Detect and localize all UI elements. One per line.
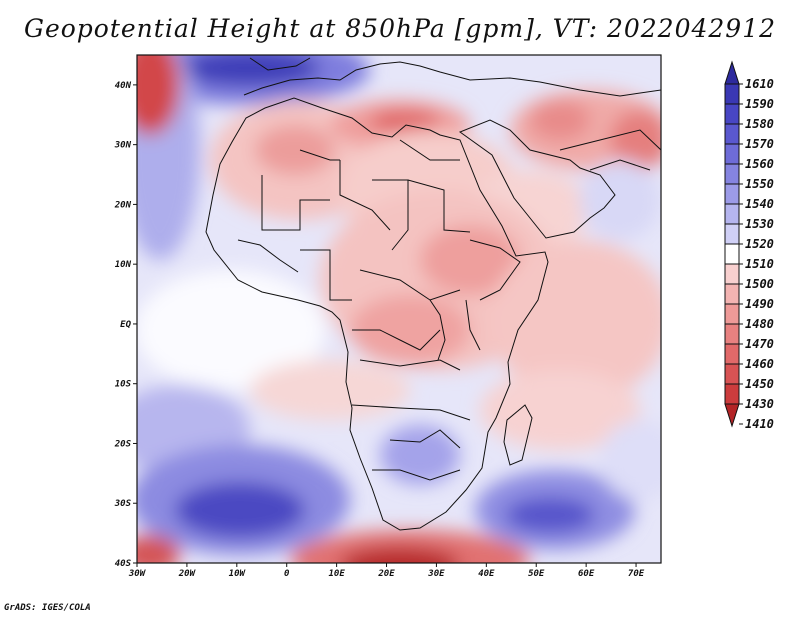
colorbar-swatch <box>724 123 740 145</box>
lon-tick-label: 50E <box>528 569 545 579</box>
lon-tick-label: 0 <box>284 569 290 579</box>
colorbar-label: 1560 <box>745 157 774 171</box>
colorbar-label: 1590 <box>745 97 774 111</box>
colorbar-bottom-arrow <box>724 403 740 428</box>
lon-axis: 30W 20W 10W 0 10E 20E 30E 40E 50E 60E 70E <box>128 563 645 579</box>
lon-tick-label: 20E <box>377 569 395 579</box>
lon-tick-label: 30E <box>427 569 445 579</box>
plot-frame <box>136 54 662 564</box>
colorbar-swatch <box>724 343 740 365</box>
lat-tick-label: 10S <box>115 380 132 390</box>
colorbar-label: 1520 <box>745 237 774 251</box>
colorbar-swatch <box>724 243 740 265</box>
lon-tick-label: 10E <box>328 569 345 579</box>
chart-title: Geopotential Height at 850hPa [gpm], VT:… <box>23 14 777 43</box>
coastlines <box>205 57 661 531</box>
lat-tick-label: 20S <box>114 439 132 449</box>
colorbar-label: 1430 <box>745 397 774 411</box>
lat-tick-label: EQ <box>120 320 131 330</box>
height-field <box>137 55 661 563</box>
colorbar-top-arrow <box>724 60 740 85</box>
colorbar-label: 1550 <box>745 177 774 191</box>
colorbar-swatch <box>724 103 740 125</box>
grads-credit: GrADS: IGES/COLA <box>4 603 91 613</box>
lat-axis: 40N 30N 20N 10N EQ 10S 20S 30S 40S <box>114 81 137 569</box>
lon-tick-label: 10W <box>229 569 247 579</box>
colorbar-swatch <box>724 283 740 305</box>
lat-tick-label: 30S <box>114 499 132 509</box>
colorbar-label: 1410 <box>745 417 774 431</box>
lat-tick-label: 30N <box>114 141 132 151</box>
lon-tick-label: 60E <box>578 569 595 579</box>
colorbar-label: 1500 <box>745 277 774 291</box>
colorbar-swatch <box>724 183 740 205</box>
colorbar-swatch <box>724 323 740 345</box>
lat-tick-label: 10N <box>115 260 132 270</box>
colorbar-label: 1540 <box>745 197 774 211</box>
colorbar-swatch <box>724 363 740 385</box>
colorbar-label: 1460 <box>745 357 774 371</box>
colorbar-swatch <box>724 83 740 105</box>
colorbar-swatch <box>724 203 740 225</box>
colorbar-label: 1470 <box>745 337 774 351</box>
colorbar-label: 1450 <box>745 377 774 391</box>
lat-tick-label: 40N <box>115 81 132 91</box>
colorbar-label: 1570 <box>745 137 774 151</box>
colorbar-swatch <box>724 163 740 185</box>
lon-tick-label: 70E <box>628 569 645 579</box>
lat-tick-label: 40S <box>115 559 132 569</box>
colorbar: 1610 1590 1580 1570 1560 1550 1540 1530 1520 1510… <box>724 60 774 431</box>
lon-tick-label: 40E <box>478 569 495 579</box>
colorbar-swatch <box>724 383 740 405</box>
colorbar-label: 1510 <box>745 257 774 271</box>
colorbar-swatch <box>724 143 740 165</box>
lon-tick-label: 30W <box>128 569 147 579</box>
colorbar-swatch <box>724 303 740 325</box>
colorbar-label: 1480 <box>745 317 774 331</box>
colorbar-label: 1530 <box>745 217 774 231</box>
lat-tick-label: 20N <box>114 200 132 210</box>
colorbar-label: 1580 <box>745 117 774 131</box>
colorbar-label: 1490 <box>745 297 774 311</box>
colorbar-label: 1610 <box>745 77 774 91</box>
colorbar-swatch <box>724 263 740 285</box>
lon-tick-label: 20W <box>178 569 197 579</box>
colorbar-swatch <box>724 223 740 245</box>
